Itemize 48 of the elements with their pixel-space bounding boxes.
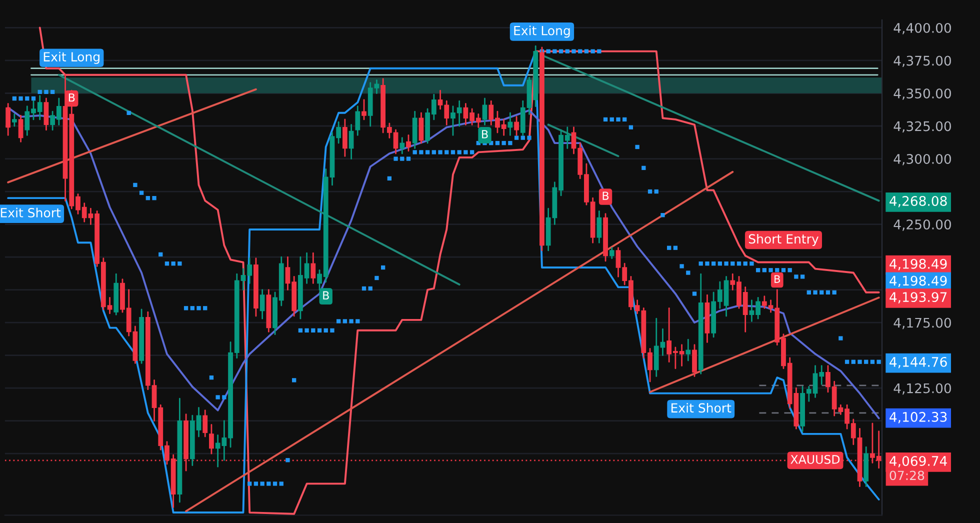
candlestick	[342, 118, 348, 157]
annotation: B	[774, 275, 780, 283]
candlestick	[355, 106, 360, 136]
annotation: B	[602, 192, 609, 200]
text: 4,198.49	[890, 258, 947, 270]
candlestick	[18, 114, 24, 142]
candlestick	[209, 424, 214, 454]
candlestick	[362, 99, 366, 120]
y-tick-label: 4,325.00	[894, 121, 951, 133]
text: 4,102.33	[890, 412, 947, 424]
candlestick	[692, 344, 697, 377]
candlestick	[418, 112, 424, 144]
annotation: Exit Short	[671, 402, 732, 413]
candlestick	[609, 247, 614, 260]
annotation: Exit Long	[44, 52, 100, 64]
text: 4,069.74	[890, 456, 947, 468]
annotation: B	[482, 130, 488, 138]
text: 07:28	[890, 470, 924, 480]
y-tick-label: 4,250.00	[894, 219, 951, 231]
y-tick-label: 4,300.00	[894, 154, 951, 166]
candlestick	[348, 124, 354, 160]
text: 4,144.76	[890, 356, 947, 368]
text: 4,193.97	[890, 292, 947, 304]
y-tick-label: 4,175.00	[894, 318, 951, 330]
y-tick-label: 4,375.00	[894, 56, 951, 68]
annotation: Exit Long	[514, 26, 570, 38]
candlestick	[260, 289, 265, 320]
candlestick	[596, 210, 602, 244]
candlestick	[202, 410, 208, 438]
candlestick	[310, 252, 316, 284]
candlestick	[686, 338, 691, 362]
text: 4,268.08	[890, 196, 947, 208]
annotation: B	[68, 93, 75, 102]
candlestick	[400, 137, 405, 154]
candlestick	[514, 116, 519, 136]
annotation: B	[323, 291, 329, 300]
annotation: Exit Short	[0, 208, 61, 218]
candlestick	[44, 98, 49, 131]
annotation: XAUUSD	[790, 454, 840, 464]
y-tick-label: 4,125.00	[894, 383, 951, 395]
candlestick	[508, 112, 513, 136]
text: 4,198.49	[890, 276, 947, 288]
y-tick-label: 4,350.00	[894, 88, 951, 100]
candlestick	[12, 114, 17, 127]
annotation: Short Entry	[748, 234, 818, 246]
candlestick	[406, 134, 411, 152]
y-tick-label: 4,400.00	[894, 22, 951, 34]
candlestick	[6, 103, 11, 136]
